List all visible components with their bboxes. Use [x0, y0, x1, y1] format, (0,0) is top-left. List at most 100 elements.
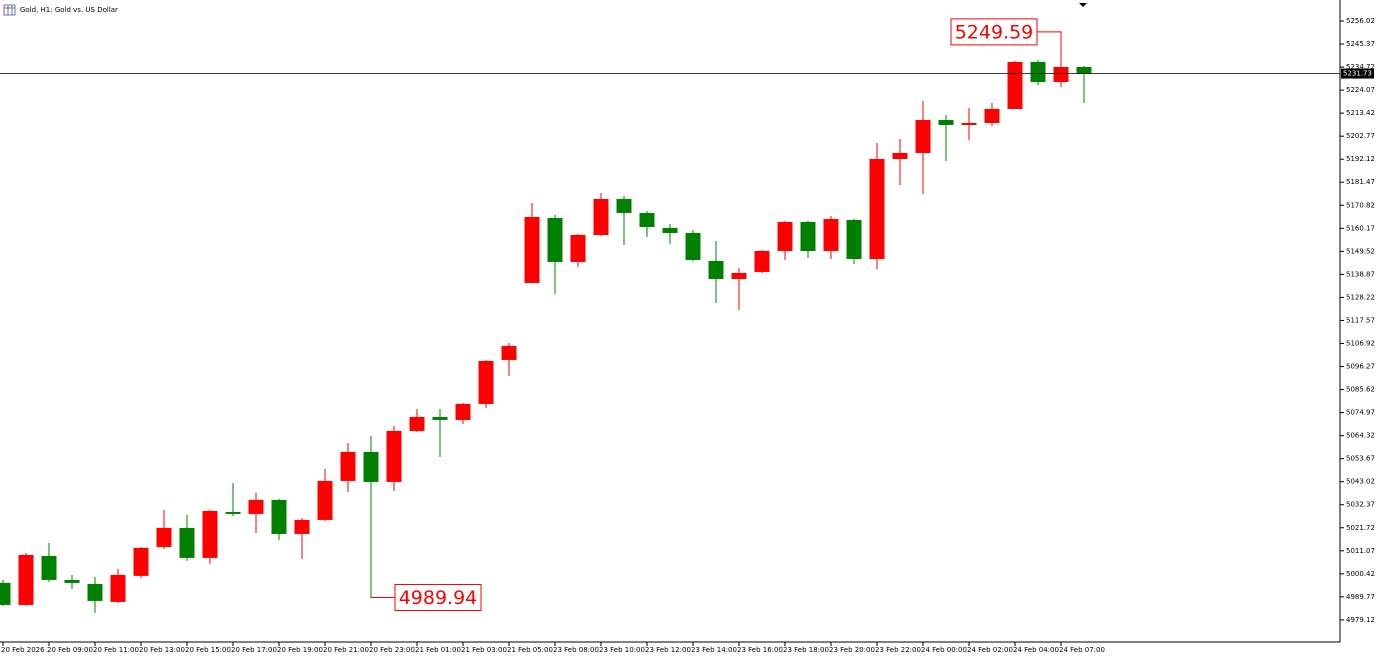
candle-body — [110, 574, 126, 602]
y-tick-label: 5043.02 — [1346, 478, 1375, 486]
y-tick-label: 5192.12 — [1346, 155, 1375, 163]
y-tick-label: 5149.52 — [1346, 247, 1375, 255]
candle-body — [294, 519, 310, 534]
chart-title: Gold, H1: Gold vs. US Dollar — [20, 6, 118, 14]
x-tick-label: 20 Feb 17:00 — [231, 646, 277, 654]
candle-body — [455, 403, 471, 420]
candle-body — [317, 480, 333, 520]
y-tick-label: 5074.97 — [1346, 409, 1375, 417]
candle-body — [87, 583, 103, 601]
candle-body — [593, 198, 609, 235]
candle-body — [1053, 66, 1069, 82]
candle-body — [800, 221, 816, 251]
candle-body — [340, 451, 356, 481]
x-tick-label: 23 Feb 18:00 — [783, 646, 829, 654]
x-tick-label: 23 Feb 22:00 — [875, 646, 921, 654]
annotation-box — [950, 18, 1038, 46]
x-tick-label: 20 Feb 11:00 — [93, 646, 139, 654]
y-tick-label: 5202.77 — [1346, 132, 1375, 140]
y-tick-label: 4989.77 — [1346, 593, 1375, 601]
y-tick-label: 5170.82 — [1346, 201, 1375, 209]
last-price-box — [1341, 68, 1374, 79]
annotation-label: 4989.94 — [399, 587, 478, 609]
candle-body — [133, 547, 149, 576]
y-tick-label: 5224.07 — [1346, 86, 1375, 94]
y-tick-label: 5053.67 — [1346, 455, 1375, 463]
y-tick-label: 5000.42 — [1346, 570, 1375, 578]
x-tick-label: 20 Feb 13:00 — [139, 646, 185, 654]
annotation-label: 5249.59 — [955, 21, 1034, 43]
annotation-box — [394, 583, 482, 611]
candle-body — [18, 554, 34, 605]
shift-marker — [1079, 3, 1087, 7]
candle-body — [0, 582, 11, 605]
y-tick-label: 5011.07 — [1346, 547, 1375, 555]
candle-body — [938, 119, 954, 125]
x-tick-label: 20 Feb 21:00 — [323, 646, 369, 654]
y-tick-label: 5256.02 — [1346, 17, 1375, 25]
x-tick-label: 20 Feb 23:00 — [369, 646, 415, 654]
candle-body — [202, 510, 218, 558]
y-tick-label: 5085.62 — [1346, 386, 1375, 394]
candle-body — [616, 198, 632, 213]
candle-body — [892, 152, 908, 159]
x-tick-label: 24 Feb 07:00 — [1059, 646, 1105, 654]
y-tick-label: 5096.27 — [1346, 363, 1375, 371]
candle-body — [432, 416, 448, 420]
candle-body — [1076, 66, 1092, 74]
x-tick-label: 23 Feb 14:00 — [691, 646, 737, 654]
x-tick-label: 20 Feb 19:00 — [277, 646, 323, 654]
y-tick-label: 5128.22 — [1346, 293, 1375, 301]
candle-body — [846, 219, 862, 259]
candle-body — [731, 272, 747, 279]
candle-body — [501, 345, 517, 360]
y-tick-label: 5181.47 — [1346, 178, 1375, 186]
y-tick-label: 5160.17 — [1346, 224, 1375, 232]
candle-body — [547, 217, 563, 262]
candle-body — [708, 260, 724, 279]
x-tick-label: 24 Feb 02:00 — [967, 646, 1013, 654]
annotation-connector — [1037, 31, 1062, 35]
candle-body — [984, 108, 1000, 123]
candle-body — [64, 579, 80, 583]
candle-body — [570, 234, 586, 262]
candle-body — [363, 451, 379, 482]
x-tick-label: 20 Feb 15:00 — [185, 646, 231, 654]
y-tick-label: 4979.12 — [1346, 616, 1375, 624]
x-tick-label: 21 Feb 01:00 — [415, 646, 461, 654]
candle-body — [1007, 61, 1023, 109]
y-tick-label: 5021.72 — [1346, 524, 1375, 532]
y-tick-label: 5138.87 — [1346, 270, 1375, 278]
candle-body — [823, 218, 839, 251]
candle-body — [156, 527, 172, 547]
x-tick-label: 23 Feb 20:00 — [829, 646, 875, 654]
candle-body — [685, 232, 701, 260]
candle-body — [961, 122, 977, 125]
candle-body — [386, 430, 402, 482]
x-tick-label: 23 Feb 12:00 — [645, 646, 691, 654]
y-tick-label: 5106.92 — [1346, 339, 1375, 347]
x-tick-label: 24 Feb 04:00 — [1013, 646, 1059, 654]
x-tick-label: 24 Feb 00:00 — [921, 646, 967, 654]
y-tick-label: 5032.37 — [1346, 501, 1375, 509]
x-tick-label: 23 Feb 10:00 — [599, 646, 645, 654]
candle-body — [524, 216, 540, 283]
candle-body — [869, 158, 885, 259]
y-tick-label: 5245.37 — [1346, 40, 1375, 48]
candle-body — [41, 555, 57, 580]
candle-body — [1030, 61, 1046, 82]
last-price-label: 5231.73 — [1343, 70, 1372, 78]
candle-body — [248, 499, 264, 514]
y-tick-label: 5064.32 — [1346, 432, 1375, 440]
candle-body — [179, 527, 195, 558]
title-icon — [3, 4, 16, 16]
y-tick-label: 5234.72 — [1346, 63, 1375, 71]
candle-body — [915, 119, 931, 153]
candle-body — [409, 416, 425, 431]
candle-body — [639, 212, 655, 227]
annotation-connector — [370, 596, 395, 598]
candle-body — [662, 227, 678, 233]
candle-body — [478, 360, 494, 404]
